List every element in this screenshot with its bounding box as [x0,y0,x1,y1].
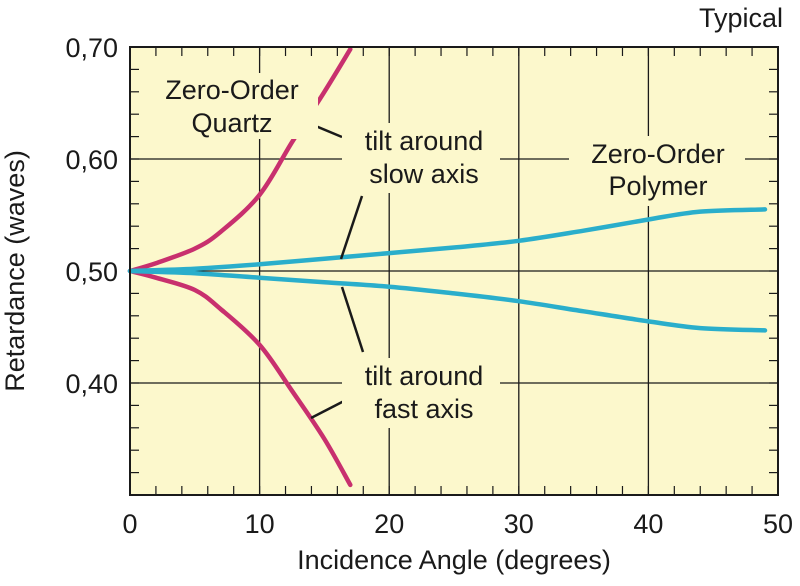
y-axis-title: Retardance (waves) [0,150,30,392]
label-bg-fast-axis [342,358,500,428]
y-tick-label: 0,70 [65,33,118,63]
label-polymer-line2: Polymer [608,171,707,201]
label-quartz-line1: Zero-Order [165,75,299,105]
leader-line-fast-axis [340,286,365,353]
x-tick-label: 30 [504,509,534,539]
y-tick-label: 0,40 [65,369,118,399]
x-tick-label: 0 [122,509,137,539]
label-quartz-line2: Quartz [191,108,272,138]
x-tick-label: 10 [245,509,275,539]
series-layer [127,46,768,488]
annotation-layer: Zero-Order Quartz tilt around slow axis … [150,73,745,428]
series-line [127,268,768,333]
series-line [127,268,353,488]
label-fast-axis-line1: tilt around [365,361,484,391]
y-tick-label: 0,60 [65,145,118,175]
minor-ticks [129,46,779,496]
chart-title: Typical [699,3,783,33]
leader-line-slow-axis [339,195,364,260]
series-line [127,46,353,274]
plot-frame [129,46,779,496]
series-line [127,207,768,274]
x-tick-label: 50 [763,509,793,539]
x-tick-label: 40 [633,509,663,539]
label-bg-slow-axis [342,123,500,193]
label-slow-axis-line1: tilt around [365,126,484,156]
x-axis-title: Incidence Angle (degrees) [297,545,611,575]
label-slow-axis-line2: slow axis [369,159,479,189]
leader-line-fast-axis-quartz [310,398,347,420]
label-bg-polymer [569,136,745,206]
label-bg-quartz [150,73,318,139]
label-polymer-line1: Zero-Order [591,139,725,169]
y-tick-labels: 0,40 0,50 0,60 0,70 [65,33,118,399]
y-tick-label: 0,50 [65,257,118,287]
x-tick-labels: 0 10 20 30 40 50 [122,509,793,539]
label-fast-axis-line2: fast axis [374,394,473,424]
x-tick-label: 20 [374,509,404,539]
